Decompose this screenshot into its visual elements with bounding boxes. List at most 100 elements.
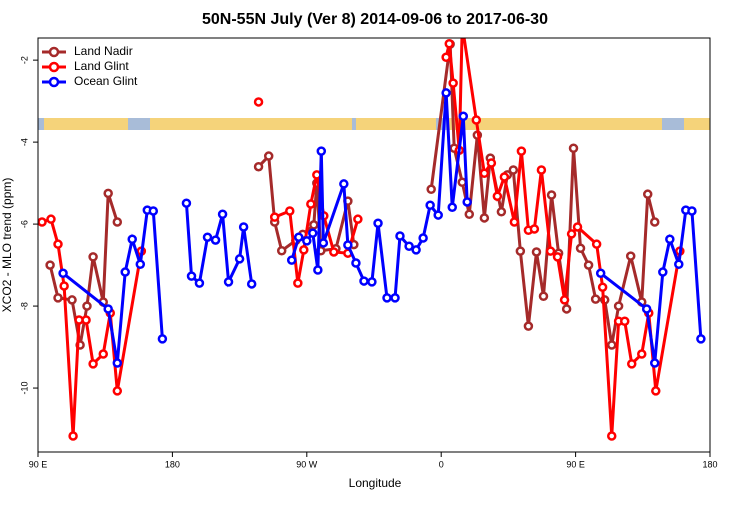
chart-title: 50N-55N July (Ver 8) 2014-09-06 to 2017-…: [202, 11, 548, 28]
legend-label: Land Glint: [74, 59, 129, 73]
point: [444, 38, 455, 49]
point: [606, 431, 617, 441]
y-tick-label: -8: [19, 302, 29, 310]
point: [269, 212, 280, 222]
series-line: [599, 208, 703, 364]
point: [448, 78, 458, 88]
point: [276, 245, 287, 256]
point: [426, 184, 436, 195]
point: [285, 206, 295, 216]
point: [313, 265, 323, 275]
point: [552, 252, 563, 262]
point: [619, 316, 630, 326]
land-strip: [38, 118, 710, 130]
point: [441, 88, 451, 98]
point: [88, 359, 98, 369]
point: [59, 281, 69, 291]
point: [458, 111, 469, 122]
point: [572, 222, 583, 232]
point: [641, 304, 652, 314]
point: [53, 293, 63, 303]
point: [597, 282, 608, 292]
y-tick-label: -2: [19, 56, 29, 64]
point: [523, 321, 534, 331]
point: [318, 238, 329, 248]
series-line: [41, 217, 143, 437]
point: [263, 151, 274, 161]
point: [516, 146, 527, 156]
x-tick-label: 90 E: [566, 459, 585, 469]
point: [479, 213, 490, 223]
point: [68, 431, 78, 441]
point: [590, 294, 601, 304]
series-line: [274, 174, 360, 284]
point: [665, 234, 675, 245]
point: [418, 233, 428, 243]
x-tick-label: 90 E: [29, 459, 48, 469]
point: [67, 295, 77, 305]
point: [148, 206, 159, 216]
point: [529, 224, 540, 234]
point: [373, 218, 383, 229]
point: [112, 386, 123, 396]
series-line: [444, 38, 682, 437]
point: [316, 146, 327, 156]
point: [606, 340, 617, 350]
point: [642, 189, 653, 199]
point: [238, 222, 249, 232]
point: [306, 199, 316, 209]
point: [293, 232, 304, 242]
point: [637, 349, 647, 359]
point: [462, 197, 472, 207]
point: [395, 231, 405, 241]
point: [687, 206, 697, 216]
point: [103, 188, 113, 199]
point: [223, 277, 234, 287]
series-line: [184, 203, 254, 288]
point: [559, 295, 570, 305]
y-tick-label: -6: [19, 220, 29, 228]
point: [479, 168, 490, 179]
point: [649, 217, 660, 227]
legend-marker: [48, 61, 60, 73]
point: [299, 245, 309, 255]
point: [591, 239, 602, 249]
point: [82, 301, 92, 311]
point: [696, 334, 706, 344]
point: [561, 304, 572, 314]
point: [38, 217, 47, 227]
point: [658, 267, 668, 277]
point: [246, 279, 257, 289]
x-tick-label: 180: [165, 459, 180, 469]
point: [157, 334, 168, 344]
point: [433, 210, 443, 220]
point: [531, 247, 542, 257]
point: [359, 276, 369, 286]
point: [293, 278, 303, 288]
x-tick-label: 180: [702, 459, 717, 469]
point: [253, 161, 264, 172]
point: [536, 165, 547, 175]
point: [112, 358, 123, 368]
point: [625, 251, 636, 261]
x-tick-label: 0: [439, 459, 444, 469]
point: [499, 172, 510, 182]
plot-frame: [37, 37, 711, 453]
point: [329, 247, 339, 257]
ocean-strip: [352, 118, 356, 130]
point: [202, 232, 213, 242]
point: [509, 217, 520, 227]
point: [210, 235, 221, 245]
point: [53, 239, 63, 249]
ocean-strip: [128, 118, 150, 130]
point: [58, 268, 68, 279]
point: [286, 255, 297, 265]
surface-strip: [38, 118, 710, 130]
legend-label: Ocean Glint: [74, 74, 138, 88]
point: [353, 214, 363, 224]
point: [486, 158, 497, 168]
point: [339, 179, 349, 189]
x-tick-label: 90 W: [296, 459, 318, 469]
x-axis-label: Longitude: [349, 476, 402, 490]
point: [496, 207, 507, 217]
